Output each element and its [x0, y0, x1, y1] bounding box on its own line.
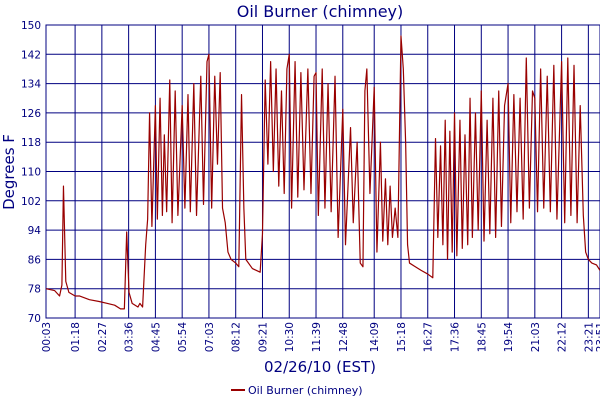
y-tick-label: 86 [28, 254, 42, 266]
x-tick-label: 11:39 [311, 322, 323, 352]
y-tick-label: 70 [28, 313, 41, 325]
x-tick-label: 23:51 [595, 322, 600, 352]
x-tick-label: 10:30 [284, 322, 296, 352]
y-tick-label: 118 [21, 137, 41, 149]
y-tick-label: 134 [21, 79, 41, 91]
y-tick-label: 110 [21, 167, 41, 179]
x-axis-label: 02/26/10 (EST) [264, 358, 376, 376]
y-tick-label: 102 [21, 196, 41, 208]
chart-title: Oil Burner (chimney) [237, 2, 404, 21]
x-tick-label: 00:03 [41, 322, 53, 352]
x-tick-label: 16:27 [423, 322, 435, 352]
x-tick-label: 09:21 [257, 322, 269, 352]
x-tick-label: 08:12 [231, 322, 243, 352]
x-tick-label: 07:03 [204, 322, 216, 352]
x-tick-label: 23:21 [583, 322, 595, 352]
legend: Oil Burner (chimney) [231, 384, 363, 397]
x-tick-label: 18:45 [476, 322, 488, 352]
y-tick-label: 142 [21, 49, 41, 61]
x-tick-label: 12:48 [338, 322, 350, 352]
x-tick-label: 14:09 [369, 322, 381, 352]
legend-label: Oil Burner (chimney) [248, 384, 363, 397]
y-tick-label: 94 [28, 225, 42, 237]
x-tick-label: 19:54 [503, 322, 515, 353]
y-tick-label: 78 [28, 284, 41, 296]
x-tick-label: 04:45 [150, 322, 162, 352]
y-tick-label: 126 [21, 108, 41, 120]
y-tick-labels: 70 78 86 94 102 110 118 126 134 142 150 [21, 20, 41, 325]
x-tick-label: 02:27 [97, 322, 109, 352]
x-tick-label: 03:36 [124, 322, 136, 353]
y-axis-label: Degrees F [0, 134, 18, 210]
x-tick-label: 17:36 [450, 322, 462, 353]
series-line [45, 35, 600, 310]
series-group [45, 35, 600, 310]
x-tick-label: 21:03 [530, 322, 542, 352]
x-tick-label: 01:18 [70, 322, 82, 352]
x-tick-label: 22:12 [557, 322, 569, 352]
y-tick-label: 150 [21, 20, 41, 32]
x-tick-labels: 00:03 01:18 02:27 03:36 04:45 05:54 07:03 08:12… [41, 322, 600, 353]
x-tick-label: 05:54 [177, 322, 189, 353]
x-tick-label: 15:18 [396, 322, 408, 352]
